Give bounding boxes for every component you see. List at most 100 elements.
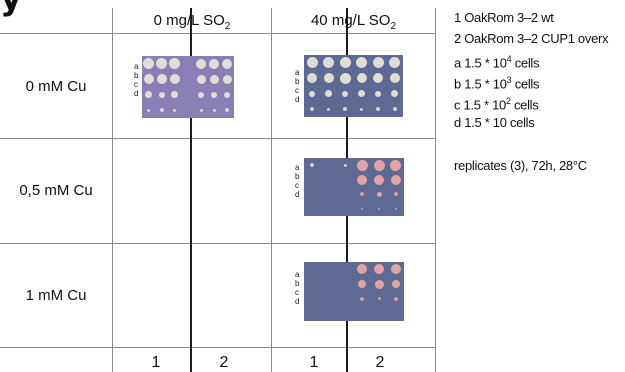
grid-line-col1: [271, 8, 272, 372]
header-40-so2: 40 mg/L SO2: [310, 12, 397, 32]
colony-spot: [372, 57, 384, 69]
legend-dilution-a: a 1.5 * 104 cells: [454, 54, 540, 71]
grid-line-col2: [435, 8, 436, 372]
colony-spot: [343, 107, 348, 112]
colony-spot: [393, 296, 398, 301]
title-fragment: y: [0, 0, 60, 15]
plate-photo-0cu-40so2: [304, 55, 403, 117]
colony-spot: [143, 74, 154, 85]
colony-spot: [376, 191, 382, 197]
colony-spot: [358, 280, 367, 289]
colony-spot: [198, 91, 205, 98]
colony-spot: [156, 58, 168, 70]
colony-spot: [327, 107, 331, 111]
strain-number-2-right: 2: [375, 354, 385, 371]
colony-spot: [224, 91, 231, 98]
colony-spot: [360, 296, 365, 301]
colony-spot: [375, 90, 382, 97]
colony-spot: [171, 91, 179, 99]
grid-line-row1: [0, 138, 436, 139]
plate-photo-1cu-40so2: [304, 262, 404, 321]
legend-dilution-c: c 1.5 * 102 cells: [454, 96, 539, 113]
colony-spot: [211, 91, 218, 98]
colony-spot: [360, 192, 365, 197]
legend-replicates-note: replicates (3), 72h, 28°C: [454, 158, 587, 173]
colony-spot: [374, 264, 384, 275]
header-0-so2: 0 mg/L SO2: [153, 12, 231, 32]
colony-spot: [390, 264, 401, 275]
colony-spot: [339, 72, 351, 84]
plate-photo-0cu-0so2: [142, 56, 234, 118]
colony-spot: [356, 159, 368, 171]
grid-line-header: [0, 33, 436, 34]
colony-spot: [356, 73, 367, 84]
colony-spot: [374, 174, 384, 185]
colony-spot: [199, 108, 203, 112]
colony-spot: [225, 108, 230, 113]
grid-line-col0: [112, 8, 113, 372]
colony-spot: [156, 74, 167, 85]
colony-spot: [374, 279, 384, 289]
colony-spot: [169, 58, 181, 70]
strain-number-2-left: 2: [219, 354, 229, 371]
colony-spot: [310, 163, 315, 168]
colony-spot: [357, 264, 368, 275]
colony-spot: [209, 58, 220, 69]
colony-spot: [306, 57, 318, 69]
colony-spot: [376, 107, 381, 112]
colony-spot: [378, 207, 380, 210]
colony-spot: [196, 74, 206, 84]
colony-spot: [358, 90, 366, 98]
colony-spot: [357, 174, 368, 185]
colony-spot: [391, 90, 399, 98]
colony-spot: [344, 163, 348, 167]
legend-strain-1: 1 OakRom 3–2 wt: [454, 10, 554, 25]
colony-spot: [147, 108, 151, 112]
colony-spot: [307, 73, 318, 84]
colony-spot: [377, 297, 381, 301]
grid-line-row2: [0, 243, 436, 244]
colony-spot: [323, 73, 334, 84]
colony-spot: [323, 57, 335, 69]
plate-photo-05cu-40so2: [304, 158, 404, 216]
colony-spot: [391, 280, 400, 289]
colony-spot: [173, 108, 177, 112]
colony-spot: [196, 58, 207, 69]
colony-spot: [389, 57, 401, 69]
colony-spot: [390, 159, 402, 171]
legend-dilution-d: d 1.5 * 10 cells: [454, 115, 535, 130]
legend-strain-2: 2 OakRom 3–2 CUP1 overx: [454, 31, 609, 46]
colony-spot: [158, 91, 165, 98]
colony-spot: [360, 107, 364, 111]
colony-spot: [390, 174, 401, 185]
colony-spot: [361, 207, 364, 210]
colony-spot: [209, 74, 219, 84]
colony-spot: [393, 192, 398, 197]
colony-spot: [389, 73, 400, 84]
colony-spot: [392, 107, 397, 112]
colony-spot: [143, 58, 155, 70]
grid-line-row3: [0, 347, 436, 348]
strain-number-1-left: 1: [151, 354, 161, 371]
strain-separator-col1: [190, 8, 192, 372]
colony-spot: [394, 207, 397, 210]
colony-spot: [212, 108, 216, 112]
colony-spot: [222, 58, 233, 69]
colony-spot: [373, 73, 384, 84]
colony-spot: [169, 74, 180, 85]
row-label-05-cu: 0,5 mM Cu: [19, 182, 93, 199]
colony-spot: [309, 90, 316, 97]
colony-spot: [339, 57, 351, 69]
colony-spot: [222, 74, 232, 84]
colony-spot: [373, 159, 385, 171]
colony-spot: [145, 91, 153, 99]
row-label-1-cu: 1 mM Cu: [25, 287, 87, 304]
legend-dilution-b: b 1.5 * 103 cells: [454, 75, 540, 92]
colony-spot: [159, 108, 164, 113]
colony-spot: [310, 107, 315, 112]
row-label-0-cu: 0 mM Cu: [25, 78, 87, 95]
